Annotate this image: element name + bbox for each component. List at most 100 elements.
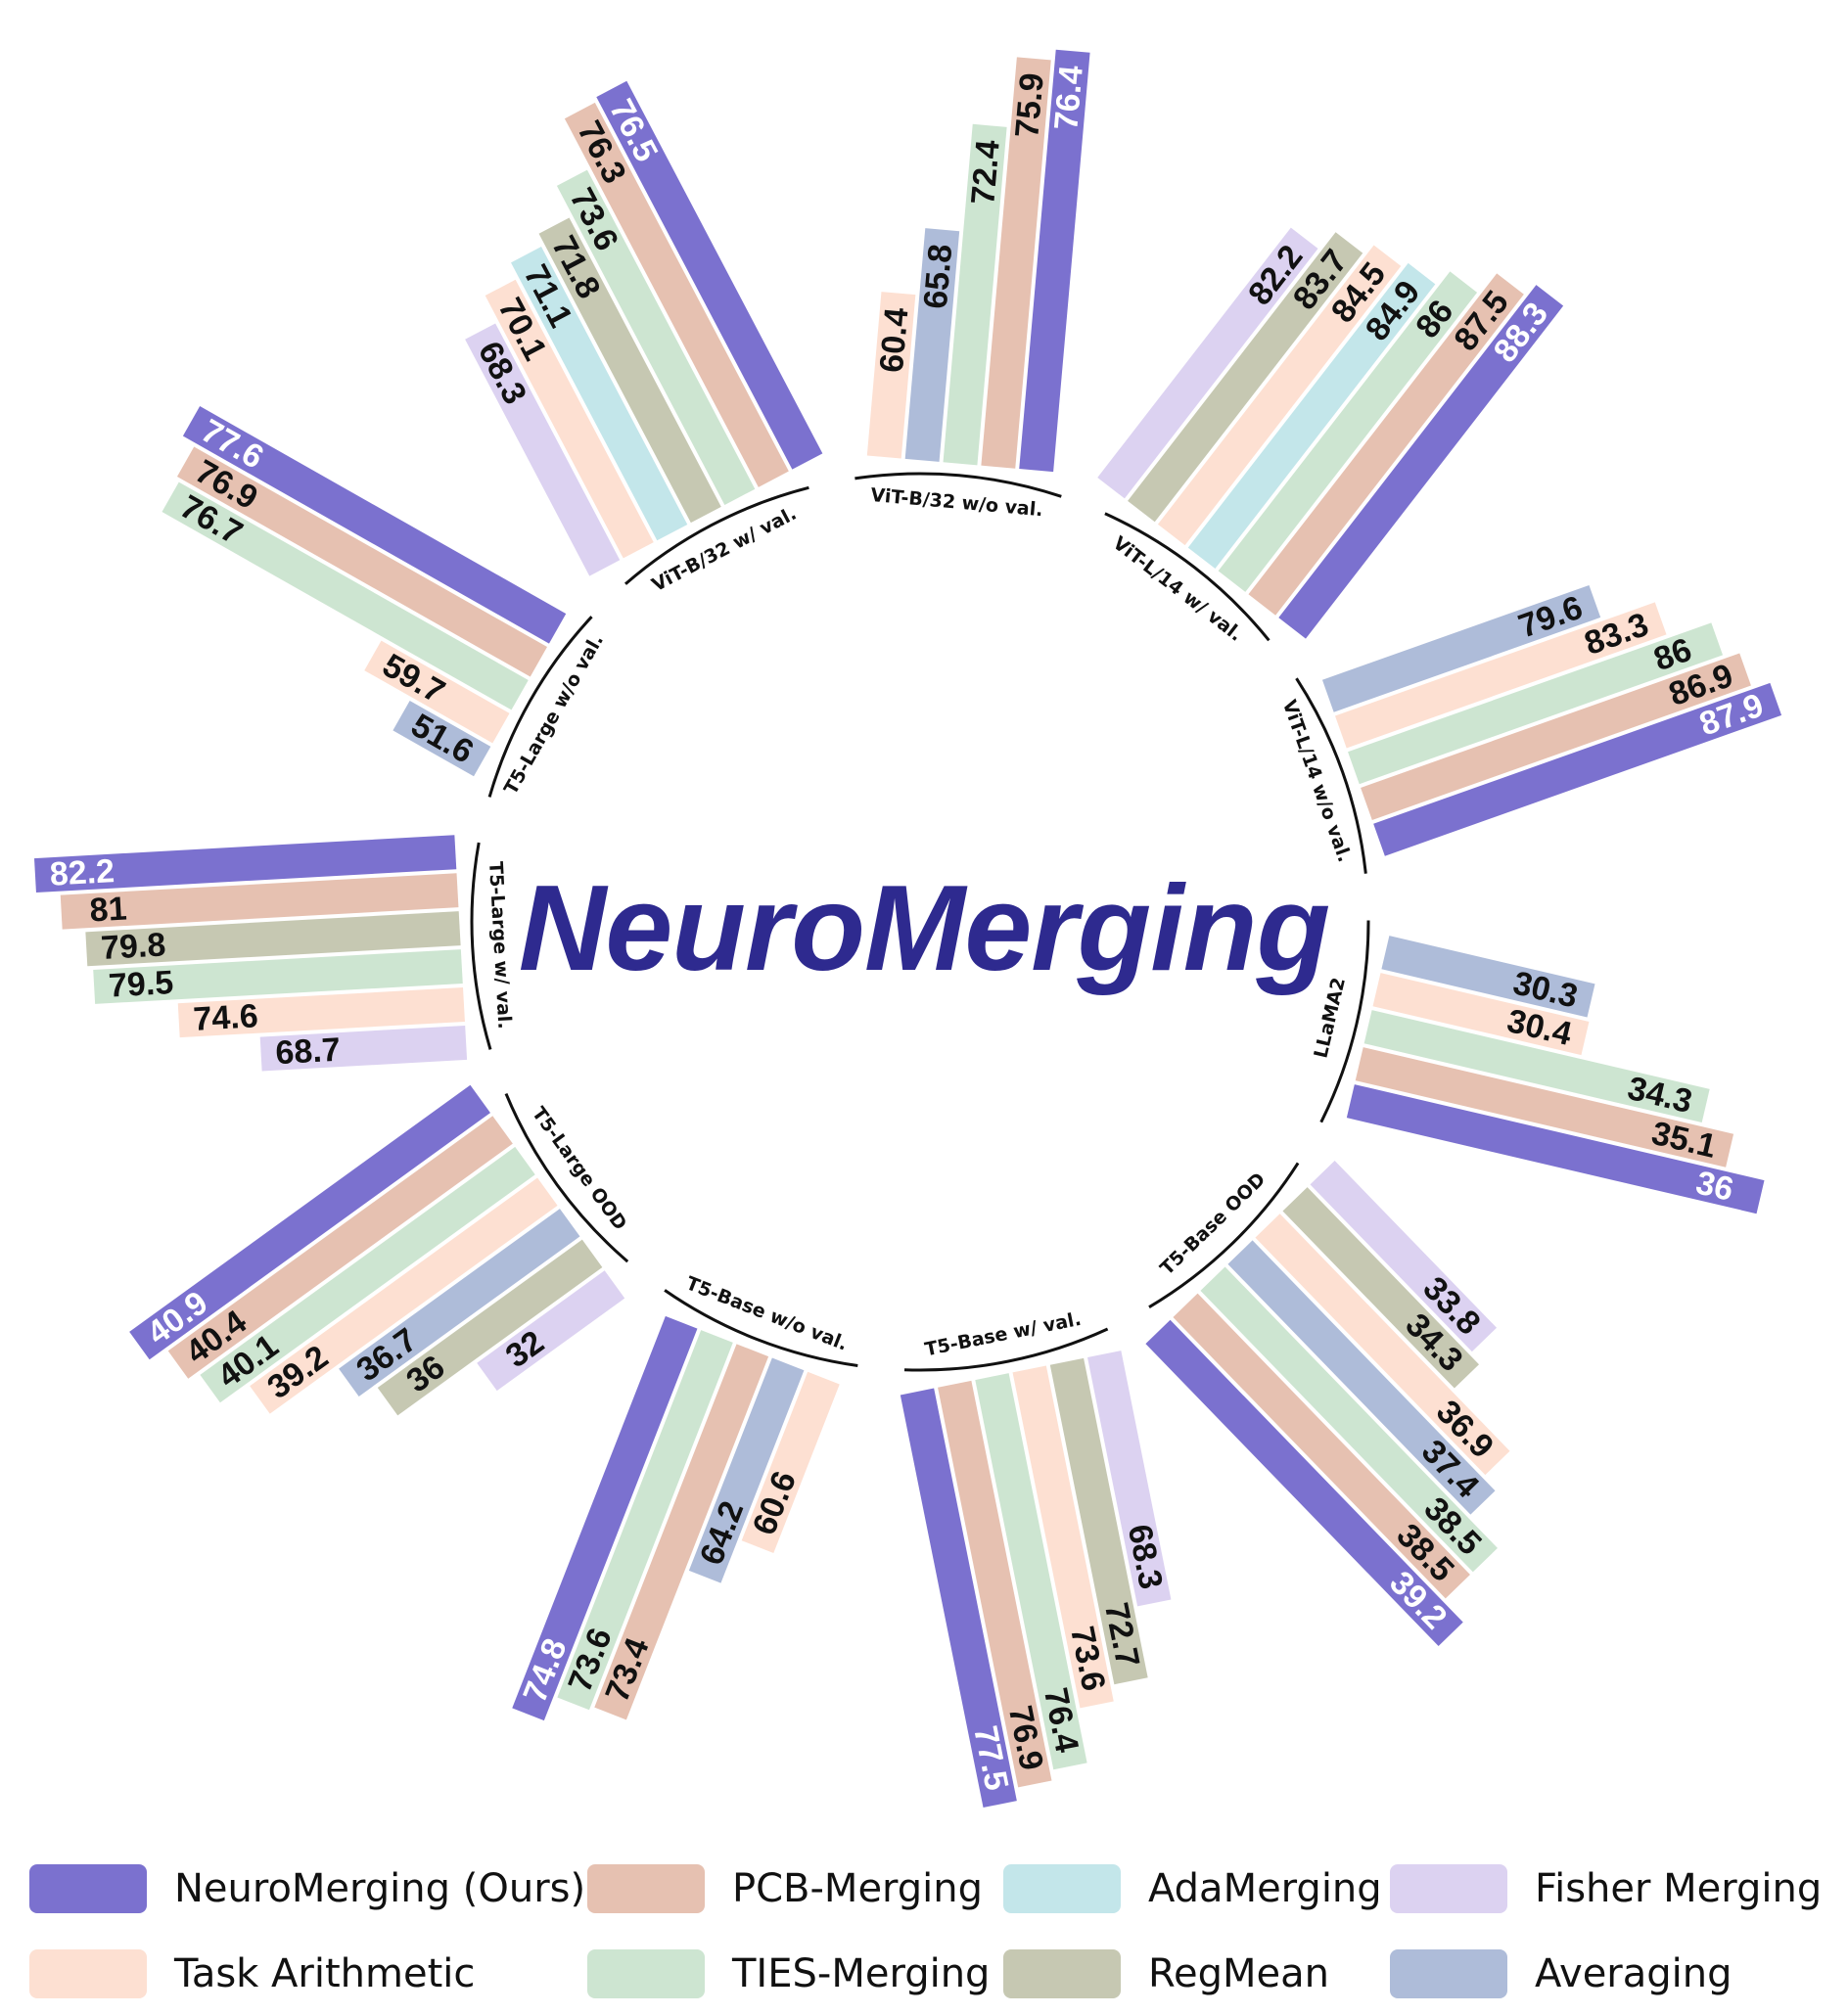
legend-label: Fisher Merging	[1535, 1866, 1823, 1911]
bar	[557, 1330, 733, 1711]
bar	[512, 1315, 698, 1721]
legend-item: Averaging	[1390, 1945, 1732, 2003]
bar	[1097, 227, 1318, 499]
group-arc	[1295, 677, 1367, 874]
group-arc	[664, 1289, 858, 1367]
bar	[93, 949, 463, 1004]
bar-value-label: 74.6	[193, 997, 259, 1038]
legend-item: TIES-Merging	[587, 1945, 990, 2003]
bar	[1334, 602, 1667, 749]
bar	[129, 1084, 490, 1360]
bar	[1372, 973, 1590, 1056]
legend-label: NeuroMerging (Ours)	[174, 1866, 586, 1911]
legend-item: PCB-Merging	[587, 1859, 983, 1918]
bar	[1321, 584, 1601, 712]
legend-label: PCB-Merging	[732, 1866, 984, 1911]
group-arc	[1319, 920, 1370, 1123]
legend-swatch	[29, 1864, 147, 1913]
legend-item: NeuroMerging (Ours)	[29, 1859, 585, 1918]
bar-value-label: 65.8	[917, 243, 960, 310]
bar-value-label: 60.4	[873, 306, 916, 374]
bar	[259, 1025, 468, 1072]
group-arc	[487, 616, 593, 798]
bar	[477, 1270, 625, 1392]
legend-swatch	[587, 1949, 705, 1998]
bar	[1218, 271, 1478, 592]
legend-label: RegMean	[1148, 1951, 1329, 1996]
legend-item: RegMean	[1003, 1945, 1329, 2003]
bar	[60, 873, 459, 930]
bar	[167, 1116, 513, 1379]
bar-value-label: 79.8	[100, 926, 166, 967]
bar	[162, 481, 529, 710]
legend-item: Fisher Merging	[1390, 1859, 1822, 1918]
chart-title: NeuroMerging	[518, 861, 1330, 996]
bar	[688, 1357, 805, 1583]
bar-value-label: 81	[89, 890, 128, 929]
group-label: ViT-B/32 w/o val.	[870, 484, 1044, 521]
bar	[975, 1373, 1087, 1770]
bar	[943, 123, 1007, 466]
group-arc	[1148, 1162, 1300, 1308]
bar	[1145, 1319, 1463, 1647]
legend-label: AdaMerging	[1148, 1866, 1382, 1911]
bar	[596, 80, 823, 470]
group-arc	[470, 842, 492, 1050]
bar	[1227, 1240, 1496, 1515]
bar	[1087, 1351, 1172, 1607]
bar	[465, 323, 621, 576]
bar-group: 68.372.773.676.476.977.5T5-Base w/ val.	[900, 1308, 1172, 1809]
bar	[34, 835, 457, 893]
bar	[85, 911, 461, 967]
bar	[1363, 1010, 1710, 1123]
bar	[1248, 273, 1524, 616]
group-arc	[624, 485, 809, 585]
legend-swatch	[1390, 1864, 1507, 1913]
legend-item: Task Arithmetic	[29, 1945, 475, 2003]
bar	[1200, 1266, 1498, 1573]
bar	[250, 1177, 558, 1414]
bar-value-label: 68.7	[275, 1031, 342, 1073]
bar-group: 33.834.336.937.438.538.539.2T5-Base OOD	[1145, 1160, 1510, 1647]
bar-value-label: 75.9	[1008, 71, 1051, 139]
bar	[377, 1239, 603, 1416]
bar	[339, 1209, 580, 1397]
legend-item: AdaMerging	[1003, 1859, 1382, 1918]
bar-group: 60.465.872.475.976.4 ViT-B/32 w/o val.	[855, 49, 1090, 521]
bar-value-label: 82.2	[49, 852, 116, 893]
bar	[1187, 262, 1436, 569]
bar	[1373, 682, 1782, 856]
legend: NeuroMerging (Ours) PCB-Merging AdaMerging…	[0, 1840, 1848, 2015]
bar	[900, 1388, 1017, 1809]
bar	[200, 1146, 535, 1403]
bar	[1049, 1357, 1148, 1685]
bar-value-label: 76.4	[1047, 64, 1090, 131]
bar	[556, 169, 756, 505]
bar	[1381, 936, 1595, 1018]
bar	[938, 1380, 1052, 1788]
bar	[1310, 1160, 1498, 1352]
group-label: T5-Base w/ val.	[923, 1308, 1083, 1361]
bar	[866, 292, 916, 459]
legend-label: TIES-Merging	[732, 1951, 991, 1996]
bar	[538, 217, 721, 524]
bar	[177, 987, 465, 1038]
chart-svg: 60.465.872.475.976.4 ViT-B/32 w/o val. 82.…	[34, 49, 1782, 1809]
bar-value-label: 79.5	[108, 964, 174, 1005]
legend-swatch	[29, 1949, 147, 1998]
bar	[1128, 232, 1363, 523]
bar-value-label: 36	[1692, 1164, 1736, 1209]
group-arc	[855, 472, 1062, 498]
legend-swatch	[1003, 1949, 1121, 1998]
bar	[1346, 1084, 1765, 1214]
bar	[485, 279, 654, 559]
bar-value-label: 72.4	[964, 138, 1007, 206]
bar	[594, 1344, 769, 1720]
legend-label: Task Arithmetic	[174, 1951, 476, 1996]
bar	[182, 406, 567, 644]
bar	[1255, 1214, 1510, 1476]
bar	[1173, 1293, 1470, 1599]
